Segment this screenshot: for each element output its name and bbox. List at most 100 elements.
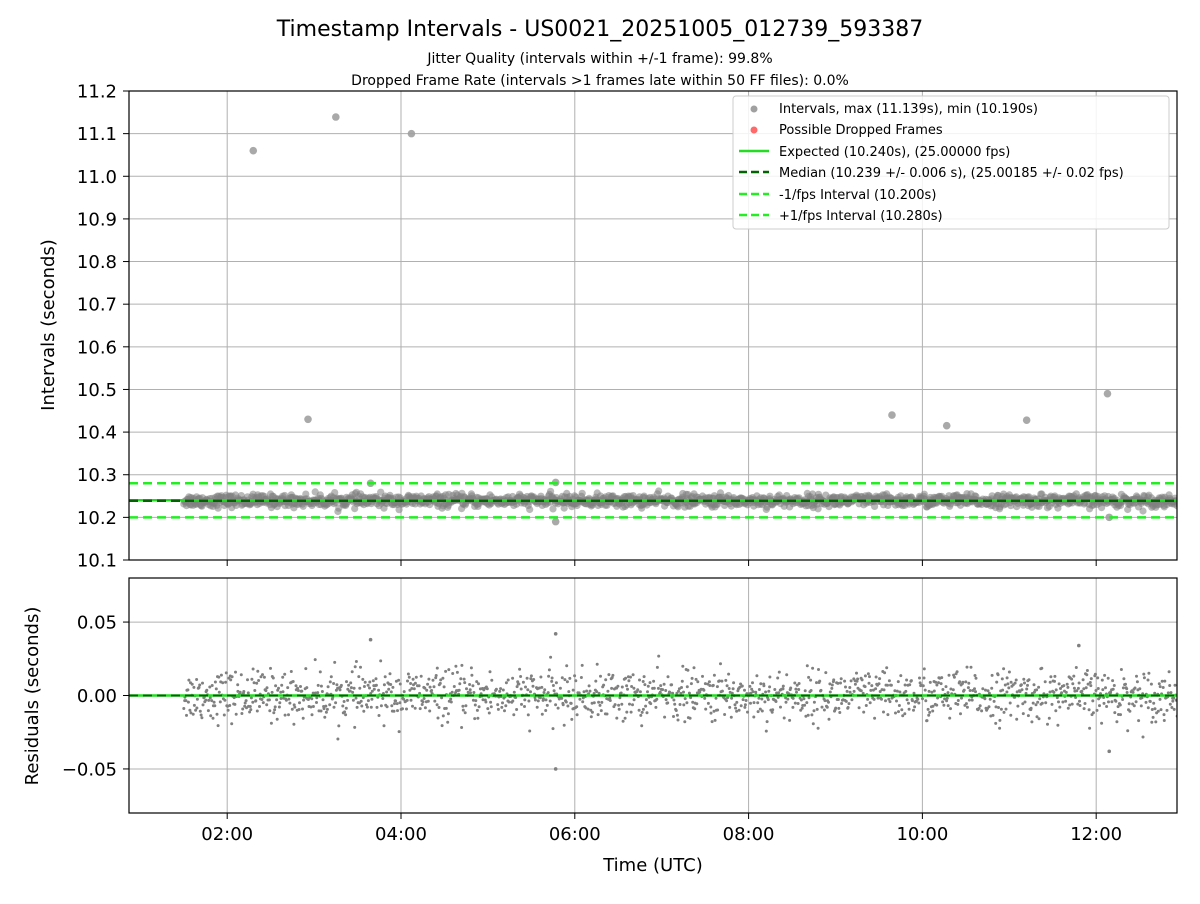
residual-point — [348, 689, 352, 693]
residual-point — [856, 677, 860, 681]
residual-point — [425, 688, 429, 692]
residual-point — [866, 672, 870, 676]
residual-point — [213, 704, 217, 708]
x-tick-label: 06:00 — [549, 824, 601, 845]
residual-point — [432, 685, 436, 689]
residual-point — [1000, 677, 1004, 681]
residual-point — [460, 663, 464, 667]
residual-point — [236, 683, 240, 687]
residual-point — [654, 705, 658, 709]
residual-point — [473, 717, 477, 721]
residual-point — [287, 697, 291, 701]
residual-point — [874, 675, 878, 679]
residual-point — [347, 683, 351, 687]
residual-point — [334, 701, 338, 705]
residual-point — [1016, 704, 1020, 708]
residual-point — [794, 687, 798, 691]
residual-point — [1141, 735, 1145, 739]
residual-point — [1106, 676, 1110, 680]
residual-point — [592, 701, 596, 705]
residual-point — [580, 663, 584, 667]
residual-point — [310, 697, 314, 701]
residual-point — [824, 671, 828, 675]
residual-point — [807, 675, 811, 679]
residual-point — [254, 699, 258, 703]
residual-point — [923, 688, 927, 692]
residual-point — [1085, 669, 1089, 672]
residual-point — [1075, 689, 1079, 693]
residual-point — [965, 705, 969, 709]
residual-point — [471, 684, 475, 688]
residual-point — [850, 698, 854, 702]
residual-point — [346, 698, 350, 702]
residual-point — [219, 673, 223, 677]
residual-point — [426, 682, 430, 686]
intervals-y-axis-label: Intervals (seconds) — [38, 239, 59, 411]
residual-point — [281, 675, 285, 679]
residual-point — [1133, 686, 1137, 690]
residual-point — [830, 683, 834, 687]
residual-point — [351, 690, 355, 694]
residual-point — [344, 713, 348, 717]
residual-point — [1134, 700, 1138, 704]
residual-point — [523, 698, 527, 702]
residual-point — [763, 700, 767, 704]
residual-point — [689, 682, 693, 686]
residual-point — [402, 697, 406, 701]
residual-point — [434, 676, 438, 680]
residual-point — [605, 712, 609, 716]
residual-point — [377, 688, 381, 692]
residual-point — [872, 697, 876, 701]
residual-point — [771, 708, 775, 712]
residual-point — [406, 679, 409, 683]
interval-outlier-point — [888, 411, 896, 419]
residual-point — [659, 684, 663, 688]
residual-point — [1121, 698, 1125, 701]
residual-point — [370, 697, 374, 701]
residual-point — [544, 709, 548, 712]
residual-point — [526, 713, 530, 717]
residual-point — [727, 687, 731, 690]
residual-point — [442, 685, 446, 689]
residual-point — [585, 689, 589, 693]
residual-point — [398, 701, 402, 705]
residual-point — [248, 705, 252, 708]
residual-point — [1050, 702, 1054, 706]
residual-point — [477, 705, 481, 709]
residual-point — [764, 690, 768, 694]
residual-point — [720, 689, 724, 693]
residual-point — [395, 702, 399, 706]
residual-point — [739, 704, 743, 708]
residual-point — [1060, 691, 1064, 695]
residual-point — [341, 704, 345, 708]
residual-point — [597, 691, 601, 695]
residual-point — [645, 711, 649, 715]
residual-outlier-point — [553, 767, 558, 771]
residual-point — [1008, 701, 1012, 705]
residual-point — [803, 703, 807, 707]
residual-point — [897, 704, 901, 707]
legend-median-label: Median (10.239 +/- 0.006 s), (25.00185 +… — [779, 166, 1124, 181]
residuals-ytick-label: 0.00 — [77, 686, 117, 707]
residual-point — [937, 681, 940, 685]
residual-point — [928, 710, 932, 714]
residual-point — [752, 715, 756, 719]
residual-point — [1054, 709, 1058, 713]
residual-point — [318, 670, 322, 674]
residual-point — [1142, 676, 1146, 680]
residual-point — [450, 690, 454, 694]
interval-point — [331, 489, 339, 497]
residual-point — [838, 711, 842, 714]
intervals-reference-lines — [129, 482, 1177, 519]
residual-point — [864, 704, 868, 707]
residual-point — [991, 713, 995, 717]
residual-point — [198, 709, 202, 713]
residual-point — [1081, 678, 1085, 682]
residual-point — [349, 686, 353, 690]
chart-subtitle-dropped: Dropped Frame Rate (intervals >1 frames … — [351, 73, 849, 89]
chart-legend: Intervals, max (11.139s), min (10.190s) … — [732, 95, 1170, 230]
residual-point — [1021, 702, 1025, 706]
residual-point — [844, 699, 848, 703]
residual-point — [273, 705, 277, 709]
